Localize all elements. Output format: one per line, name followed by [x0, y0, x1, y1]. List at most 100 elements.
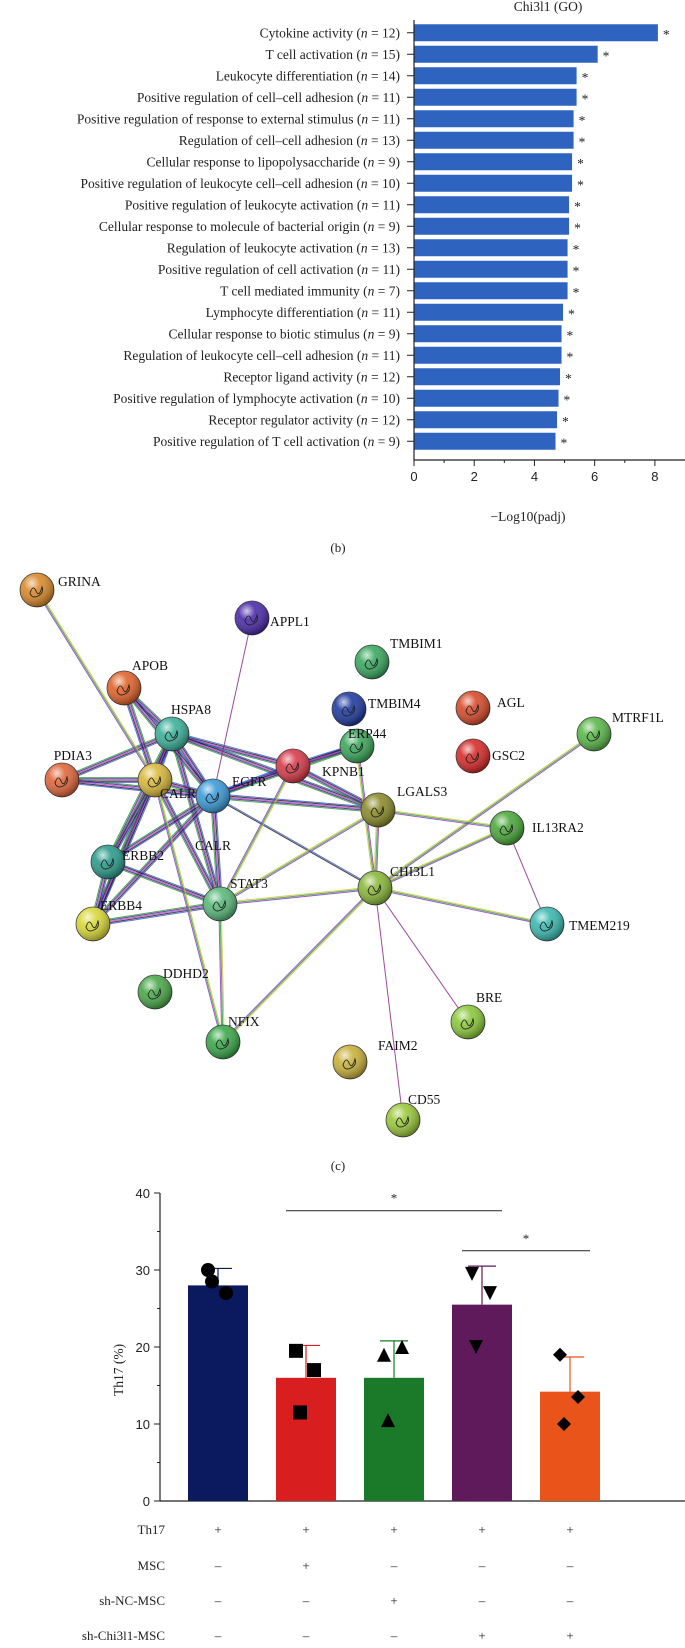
- bar: [414, 411, 558, 429]
- network-edge: [375, 734, 595, 890]
- network-edge: [375, 886, 548, 924]
- y-tick-label: 10: [136, 1417, 150, 1432]
- network-edge: [213, 793, 379, 809]
- network-edge: [212, 796, 375, 889]
- network-edge: [223, 888, 377, 1044]
- bar: [364, 1377, 424, 1501]
- network-edge: [107, 795, 214, 863]
- node-shading: [155, 717, 189, 751]
- significance-mark: *: [574, 199, 581, 214]
- network-edge: [91, 794, 213, 924]
- node-label: TMEM219: [569, 918, 630, 933]
- x-tick-label: 4: [531, 469, 538, 484]
- node-shading: [138, 763, 172, 797]
- significance-mark: *: [579, 113, 586, 128]
- node-shading: [138, 975, 172, 1009]
- network-edge: [219, 887, 376, 905]
- category-label: Positive regulation of leukocyte cell–ce…: [80, 176, 400, 191]
- category-label: Positive regulation of response to exter…: [77, 111, 400, 126]
- network-edge: [172, 733, 222, 904]
- network-edge: [93, 796, 215, 926]
- data-point: [553, 1347, 567, 1362]
- bar: [414, 45, 598, 63]
- node-shading: [451, 1005, 485, 1039]
- category-label: T cell activation (n = 15): [266, 47, 400, 62]
- data-point: [483, 1286, 497, 1301]
- network-edge: [374, 827, 508, 889]
- condition-value: –: [214, 1628, 222, 1643]
- significance-mark: *: [574, 220, 581, 235]
- node-label: IL13RA2: [532, 820, 584, 835]
- network-edge: [374, 887, 469, 1023]
- protein-structure-glyph: [244, 613, 258, 626]
- network-edge: [172, 731, 294, 765]
- node-shading: [386, 1103, 420, 1137]
- x-axis: 0 2 4 6 8: [410, 20, 685, 484]
- network-edge: [220, 888, 376, 906]
- network-edge: [35, 590, 155, 781]
- bar: [414, 67, 577, 85]
- condition-value: +: [478, 1628, 485, 1643]
- significance-mark: *: [603, 48, 610, 63]
- network-edge: [154, 779, 221, 905]
- condition-value: +: [214, 1522, 221, 1537]
- category-label: Regulation of leukocyte cell–cell adhesi…: [123, 348, 400, 363]
- network-edge: [62, 735, 174, 783]
- node-shading: [490, 811, 524, 845]
- network-edge: [212, 795, 221, 905]
- category-label: Receptor ligand activity (n = 12): [223, 369, 400, 384]
- protein-structure-glyph: [147, 775, 161, 788]
- node-label: CHI3L1: [390, 864, 435, 879]
- bar: [414, 368, 561, 386]
- category-label: T cell mediated immunity (n = 7): [220, 283, 400, 298]
- condition-value: +: [566, 1522, 573, 1537]
- significance-mark: *: [568, 306, 575, 321]
- bar: [414, 174, 573, 192]
- data-point: [557, 1417, 571, 1431]
- bar: [414, 325, 562, 343]
- node-label: CALR: [195, 838, 231, 853]
- protein-structure-glyph: [205, 791, 219, 804]
- protein-structure-glyph: [539, 919, 553, 932]
- network-edge: [61, 781, 213, 799]
- condition-value: +: [390, 1522, 397, 1537]
- node-label: KPNB1: [322, 764, 365, 779]
- bar: [414, 24, 658, 42]
- node-shading: [76, 907, 110, 941]
- significance-mark: *: [561, 435, 568, 450]
- node-label: GSC2: [492, 748, 525, 763]
- significance-mark: *: [567, 349, 574, 364]
- bar: [540, 1391, 600, 1501]
- y-tick-label: 0: [143, 1494, 150, 1509]
- node-label: CALR: [160, 786, 196, 801]
- category-label: Cellular response to molecule of bacteri…: [99, 219, 400, 234]
- protein-structure-glyph: [54, 775, 68, 788]
- network-edge: [375, 828, 508, 890]
- protein-structure-glyph: [85, 919, 99, 932]
- network-edge: [106, 863, 220, 907]
- network-edge: [92, 902, 220, 924]
- category-label: Regulation of leukocyte activation (n = …: [167, 240, 400, 255]
- panel-label-b: (b): [330, 540, 345, 555]
- network-edge: [155, 779, 222, 904]
- node-shading: [235, 601, 269, 635]
- category-label: Cellular response to lipopolysaccharide …: [146, 154, 400, 169]
- network-edge: [213, 794, 379, 810]
- network-edge: [220, 810, 379, 906]
- significance-mark: *: [567, 328, 574, 343]
- data-point: [381, 1413, 395, 1428]
- protein-structure-glyph: [367, 883, 381, 896]
- bar: [414, 346, 562, 364]
- node-shading: [20, 573, 54, 607]
- condition-value: –: [390, 1628, 398, 1643]
- protein-structure-glyph: [116, 683, 130, 696]
- significance-mark: *: [663, 27, 670, 42]
- node-label: FAIM2: [378, 1038, 418, 1053]
- bar: [414, 432, 556, 450]
- significance-mark: *: [391, 1191, 398, 1206]
- condition-name: sh-NC-MSC: [99, 1593, 165, 1608]
- condition-value: +: [302, 1522, 309, 1537]
- significance-mark: *: [523, 1231, 530, 1246]
- network-edge: [92, 795, 214, 925]
- node-shading: [203, 887, 237, 921]
